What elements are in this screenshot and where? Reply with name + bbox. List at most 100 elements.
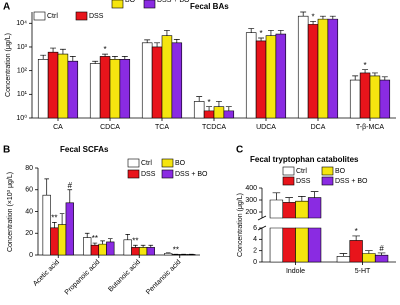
y-tick-label: 40 xyxy=(25,208,33,215)
bar xyxy=(83,237,92,256)
y-tick-label: 4 xyxy=(253,236,257,243)
y-tick-label: 200 xyxy=(245,209,257,216)
error-bar xyxy=(111,56,118,60)
legend-swatch xyxy=(111,0,124,9)
legend-label: Ctrl xyxy=(47,13,58,20)
error-bar xyxy=(154,42,161,47)
y-tick-label: 60 xyxy=(25,187,33,194)
legend-label: BO xyxy=(175,160,186,167)
bar xyxy=(138,247,148,256)
error-bar xyxy=(125,233,131,240)
axis-break xyxy=(257,215,267,221)
bar xyxy=(161,35,173,119)
legend-label: DSS + BO xyxy=(335,178,368,185)
bar xyxy=(265,35,277,119)
error-bar xyxy=(148,244,154,248)
bar xyxy=(106,241,115,256)
error-bar xyxy=(319,15,326,20)
error-bar xyxy=(310,191,319,198)
bar xyxy=(245,32,257,119)
y-axis-title: Concentration (×10³ μg/L) xyxy=(7,172,14,252)
legend-swatch xyxy=(75,11,88,21)
significance-marker: ** xyxy=(132,236,138,245)
x-tick-label: Indole xyxy=(286,268,305,275)
panel-letter: B xyxy=(3,145,10,156)
y-tick-label: 6 xyxy=(253,225,257,232)
error-bar xyxy=(310,21,317,25)
error-bar xyxy=(352,235,360,241)
error-bar xyxy=(371,72,378,76)
legend-swatch xyxy=(321,166,334,176)
error-bar xyxy=(196,96,203,102)
bar xyxy=(67,60,79,119)
legend-label: Ctrl xyxy=(141,160,152,167)
bar xyxy=(379,79,391,119)
legend-label: DSS + BO xyxy=(157,0,190,4)
legend-label: BO xyxy=(335,168,346,175)
bar xyxy=(50,227,59,256)
legend-label: DSS xyxy=(89,13,104,20)
panel-title: Fecal SCFAs xyxy=(60,145,109,154)
error-bar xyxy=(107,238,113,242)
significance-marker: * xyxy=(363,61,366,70)
bar xyxy=(223,110,235,119)
error-bar xyxy=(300,11,307,17)
significance-marker: ** xyxy=(173,245,179,254)
x-tick-label: Acetic acid xyxy=(32,259,61,288)
error-bar xyxy=(69,56,76,62)
error-bar xyxy=(329,15,336,20)
bar xyxy=(349,79,361,119)
bar xyxy=(295,200,309,263)
legend-swatch xyxy=(282,166,295,176)
bar xyxy=(146,247,155,256)
error-bar xyxy=(121,56,128,60)
axis-break xyxy=(257,225,267,231)
legend-swatch xyxy=(143,0,156,9)
x-tick-label: CDCA xyxy=(100,124,120,131)
error-bar xyxy=(144,39,151,43)
bar xyxy=(269,199,284,263)
error-bar xyxy=(50,47,57,53)
error-bar xyxy=(248,28,255,33)
error-bar xyxy=(67,189,73,203)
bar xyxy=(275,33,287,119)
y-tick-label: 10⁰ xyxy=(16,114,27,122)
bar xyxy=(89,63,101,119)
x-tick-label: 5-HT xyxy=(355,268,371,275)
bar xyxy=(327,18,339,119)
bar xyxy=(47,51,59,119)
error-bar xyxy=(377,252,386,256)
x-tick-label: TCDCA xyxy=(202,124,226,131)
bar xyxy=(297,15,309,119)
significance-marker: * xyxy=(355,227,358,236)
significance-marker: * xyxy=(103,45,106,54)
error-bar xyxy=(59,213,65,225)
x-tick-label: UDCA xyxy=(256,124,276,131)
y-tick-label: 10⁴ xyxy=(16,20,27,27)
error-bar xyxy=(277,30,284,35)
x-tick-label: Pentanoic acid xyxy=(145,259,182,296)
y-tick-label: 10² xyxy=(17,67,28,74)
error-bar xyxy=(381,76,388,81)
error-bar xyxy=(100,240,105,245)
panel-title: Fecal tryptophan catabolites xyxy=(250,155,359,164)
bar xyxy=(369,75,381,119)
bar xyxy=(131,247,140,256)
bar xyxy=(193,101,205,119)
x-tick-label: Butanoic acid xyxy=(107,259,142,294)
bar xyxy=(99,56,111,119)
error-bar xyxy=(40,54,47,60)
x-tick-label: TCA xyxy=(155,124,169,131)
y-axis-title: Concentration (μg/L) xyxy=(237,193,244,257)
bar xyxy=(37,59,49,119)
error-bar xyxy=(365,250,373,254)
legend-swatch xyxy=(127,158,140,168)
y-tick-label: 10³ xyxy=(17,44,28,51)
legend-label: DSS + BO xyxy=(175,171,208,178)
error-bar xyxy=(258,37,265,41)
legend-swatch xyxy=(161,158,174,168)
bar xyxy=(141,42,153,119)
x-tick-label: T-β-MCA xyxy=(356,124,384,131)
bar xyxy=(65,202,74,256)
bar xyxy=(123,239,132,256)
